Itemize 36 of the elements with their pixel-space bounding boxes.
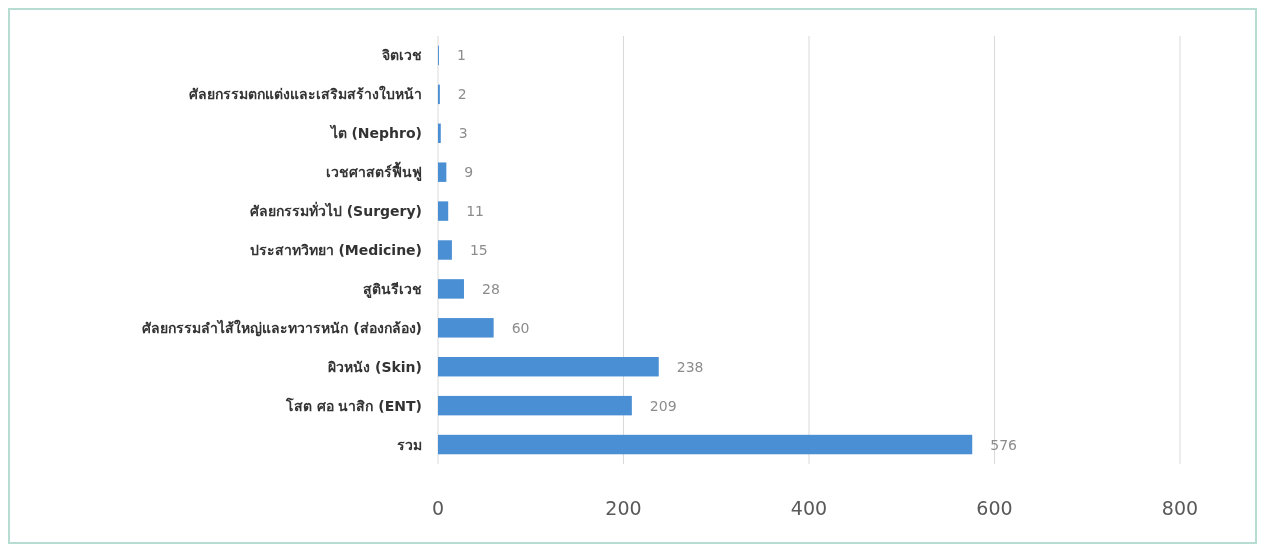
data-label: 9 bbox=[464, 164, 474, 181]
bar bbox=[438, 201, 449, 221]
data-label: 3 bbox=[458, 125, 468, 142]
y-tick-label: รวม bbox=[397, 436, 422, 453]
bar bbox=[438, 123, 441, 143]
y-tick-label: โสต ศอ นาสิก (ENT) bbox=[284, 396, 422, 414]
bar bbox=[438, 357, 659, 377]
y-tick-label: ผิวหนัง (Skin) bbox=[327, 358, 422, 375]
bar bbox=[438, 395, 632, 416]
y-tick-label: จิตเวช bbox=[381, 47, 422, 64]
bar bbox=[438, 279, 464, 299]
data-label: 1 bbox=[456, 47, 466, 64]
x-tick-label: 800 bbox=[1161, 497, 1199, 519]
data-label: 2 bbox=[457, 86, 467, 103]
y-tick-label: ศัลยกรรมทั่วไป (Surgery) bbox=[249, 201, 422, 220]
bar bbox=[438, 318, 494, 338]
bar bbox=[438, 434, 973, 455]
data-label: 28 bbox=[481, 280, 500, 297]
y-tick-label: ศัลยกรรมลำไส้ใหญ่และทวารหนัก (ส่องกล้อง) bbox=[142, 318, 422, 337]
x-tick-label: 0 bbox=[431, 497, 445, 519]
bar bbox=[438, 240, 452, 260]
x-tick-label: 400 bbox=[790, 497, 828, 519]
data-label: 15 bbox=[469, 242, 488, 258]
y-tick-label: ประสาทวิทยา (Medicine) bbox=[249, 242, 422, 258]
y-tick-label: เวชศาสตร์ฟื้นฟู bbox=[326, 161, 422, 182]
data-label: 209 bbox=[649, 397, 677, 414]
y-tick-label: สูตินรีเวช bbox=[363, 280, 422, 298]
y-tick-label: ศัลยกรรมตกแต่งและเสริมสร้างใบหน้า bbox=[189, 85, 422, 103]
x-tick-label: 600 bbox=[976, 497, 1013, 519]
y-tick-label: ไต (Nephro) bbox=[328, 124, 422, 142]
data-label: 576 bbox=[990, 436, 1018, 453]
bar bbox=[438, 162, 447, 182]
data-label: 60 bbox=[511, 319, 530, 336]
x-tick-label: 200 bbox=[605, 497, 642, 519]
data-label: 238 bbox=[676, 358, 704, 375]
data-label: 11 bbox=[466, 203, 485, 220]
